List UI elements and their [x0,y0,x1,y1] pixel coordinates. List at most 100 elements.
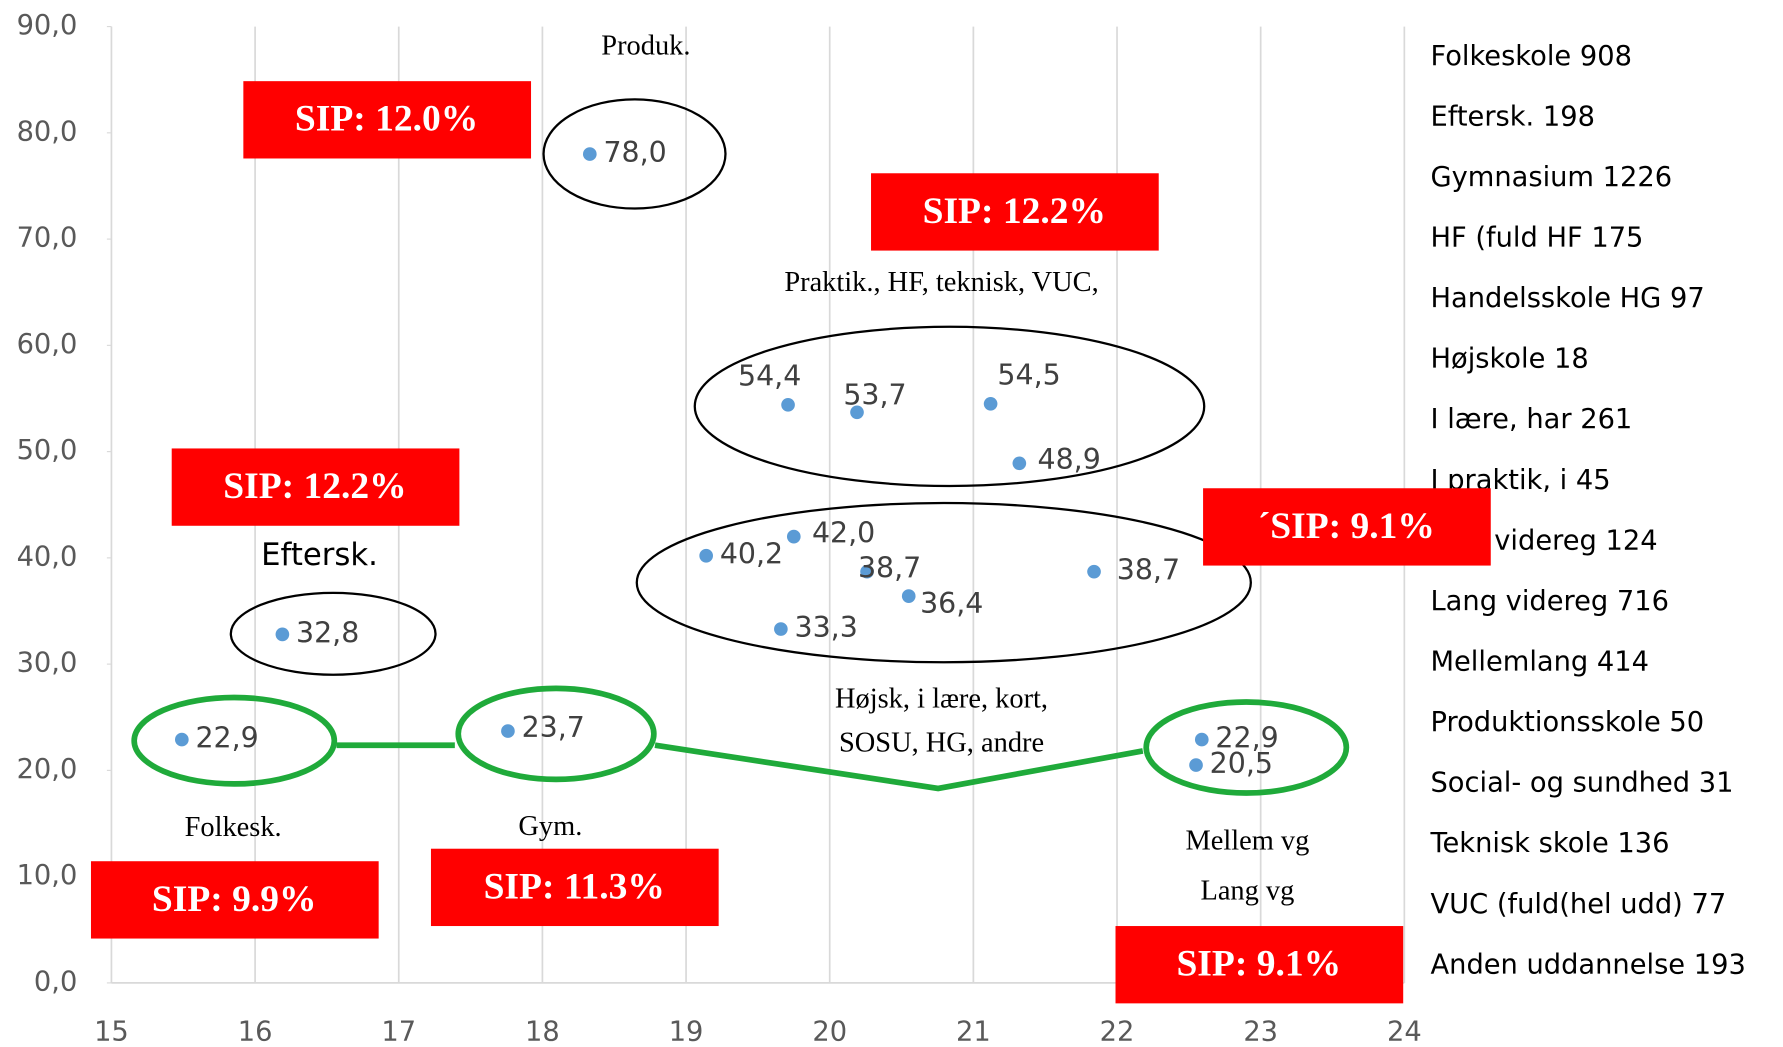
side-list-item: Produktionsskole 50 [1430,707,1704,738]
sip-box [90,861,379,939]
annotation: SOSU, HG, andre [839,728,1044,759]
y-tick-label: 60,0 [17,329,78,360]
data-label: 22,9 [195,722,258,755]
green-group [131,685,1350,796]
side-list-item: HF (fuld HF 175 [1430,223,1643,254]
sip-box [243,81,532,159]
sip-box [871,173,1159,251]
data-label: 48,9 [1038,443,1101,476]
sip-box [171,448,460,526]
data-label: 33,3 [795,611,858,644]
annotation: Højsk, i lære, kort, [835,683,1048,714]
x-tick-label: 18 [525,1016,560,1047]
point [786,529,801,544]
point [901,589,916,603]
point [1087,564,1101,579]
point [983,396,998,411]
data-label: 38,7 [858,551,921,584]
y-tick-label: 0,0 [34,966,77,997]
data-label: 54,5 [997,359,1060,392]
side-list-item: Social- og sundhed 31 [1430,768,1733,799]
side-list-item: Højskole 18 [1430,344,1588,375]
x-tick-label: 22 [1100,1016,1135,1047]
sip-label: SIP: 9.9% [152,879,317,920]
point [175,732,189,747]
sip-box [1203,488,1491,566]
data-label: 78,0 [603,136,666,169]
data-label: 53,7 [843,378,906,411]
side-list-item: Mellemlang 414 [1430,647,1649,678]
annotation: Praktik., HF, teknisk, VUC, [784,267,1098,298]
ellipse [455,685,657,783]
y-tick-label: 50,0 [17,435,78,466]
y-tick-label: 70,0 [17,223,78,254]
point [501,724,515,738]
x-tick-label: 16 [238,1016,273,1047]
sip-box [430,848,719,927]
side-list-item: Gymnasium 1226 [1430,162,1672,193]
side-list-item: Anden uddannelse 193 [1430,949,1745,980]
point [275,627,290,642]
point [1194,732,1209,747]
data-label: 23,7 [522,711,585,744]
annotation: Produk. [601,31,690,62]
ellipse [635,501,1252,664]
x-tick-label: 20 [812,1016,847,1047]
data-label: 40,2 [720,538,783,571]
ellipse [1143,699,1350,796]
annotation: Lang vg [1200,876,1294,907]
side-list-item: Teknisk skole 136 [1429,828,1669,859]
side-list-item: I lære, har 261 [1430,404,1632,435]
x-tick-label: 19 [669,1016,704,1047]
sip-box [1115,926,1404,1004]
y-tick-label: 20,0 [17,754,78,785]
sip-label: SIP: 11.3% [484,866,665,907]
side-list-item: Folkeskole 908 [1430,41,1631,72]
connector [654,742,1144,792]
ellipse [542,98,727,210]
y-tick-label: 80,0 [17,116,78,147]
annotation: Eftersk. [261,538,378,573]
data-label: 22,9 [1215,722,1278,755]
point [774,622,788,636]
x-tick-label: 21 [956,1016,991,1047]
point [1189,758,1203,772]
data-label: 36,4 [920,587,983,620]
data-label: 32,8 [296,616,359,649]
x-tick-label: 17 [381,1016,416,1047]
side-list-item: VUC (fuld(hel udd) 77 [1430,889,1726,920]
data-label: 20,5 [1210,747,1273,780]
layer: 78,054,453,754,548,942,040,2 38,736,438,7… [90,31,1746,1004]
x-tick-label: 23 [1243,1016,1278,1047]
point [781,398,795,412]
point [699,548,713,563]
sip-label: SIP: 12.0% [295,99,478,140]
y-tick-label: 90,0 [17,10,78,41]
sip-label: SIP: 9.1% [1176,944,1341,985]
annotation: Gym. [518,811,582,842]
sip-label: ´SIP: 9.1% [1258,506,1435,547]
data-label: 54,4 [738,360,801,393]
ellipse [229,591,437,676]
sip-label: SIP: 12.2% [923,191,1106,232]
x-tick-label: 24 [1387,1016,1422,1047]
y-tick-label: 10,0 [17,860,78,891]
point [582,147,597,161]
point [1012,456,1027,471]
annotation: Folkesk. [185,812,282,843]
data-label: 38,7 [1117,554,1180,587]
point [850,405,864,420]
data-label: 42,0 [812,516,875,549]
sip-label: SIP: 12.2% [223,466,406,507]
y-tick-label: 40,0 [17,541,78,572]
ellipse [693,325,1206,488]
x-tick-label: 15 [94,1016,129,1047]
annotation: Mellem vg [1185,826,1309,857]
side-list-item: Handelsskole HG 97 [1430,283,1704,314]
group-ellipses [229,98,1252,676]
ellipse [131,694,338,787]
y-tick-label: 30,0 [17,648,78,679]
side-list-item: Eftersk. 198 [1430,101,1595,132]
point [860,564,874,579]
